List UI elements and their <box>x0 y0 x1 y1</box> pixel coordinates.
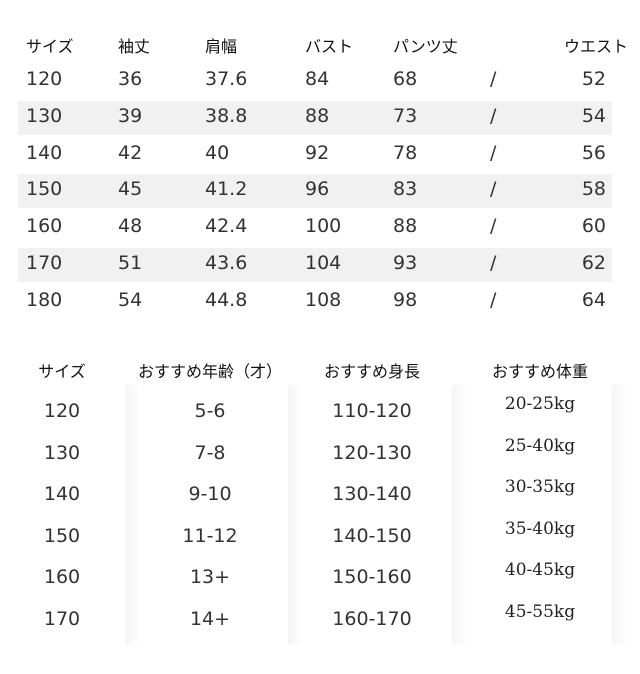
table-cell: / <box>490 141 497 164</box>
row-stripe <box>18 100 612 135</box>
table-cell: 110-120 <box>332 400 412 422</box>
table-cell: 30-35kg <box>504 477 576 497</box>
table-cell: 160-170 <box>332 607 412 630</box>
table-cell: 54 <box>581 104 606 127</box>
column-header: おすすめ年齢（才） <box>137 362 283 381</box>
table-cell: 96 <box>305 178 330 201</box>
table-cell: 120 <box>43 400 81 422</box>
table-cell: 14+ <box>189 607 231 630</box>
column-header: 肩幅 <box>205 37 238 56</box>
table-cell: 78 <box>393 141 418 164</box>
table-cell: 170 <box>26 252 63 274</box>
table-cell: 37.6 <box>205 68 248 90</box>
table-cell: 104 <box>305 252 342 274</box>
table-cell: 140-150 <box>332 524 412 547</box>
column-shade <box>452 385 468 645</box>
table-cell: 88 <box>305 104 330 127</box>
table-cell: 150 <box>43 524 81 547</box>
table-cell: 39 <box>118 104 143 127</box>
table-cell: 44.8 <box>205 288 248 311</box>
table-cell: 64 <box>581 288 606 311</box>
table-cell: 11-12 <box>182 524 238 547</box>
table-cell: 40 <box>205 141 230 164</box>
row-stripe <box>18 174 612 209</box>
column-header: バスト <box>305 37 354 56</box>
table-cell: 130 <box>43 441 81 464</box>
table-cell: 150-160 <box>332 566 412 588</box>
table-cell: 120 <box>26 68 63 90</box>
table-cell: 130 <box>26 104 63 127</box>
column-header: 袖丈 <box>118 37 151 56</box>
table-cell: 42 <box>118 141 143 164</box>
table-cell: 54 <box>118 288 143 311</box>
column-shade <box>288 385 304 645</box>
table-cell: 56 <box>581 141 606 164</box>
table-cell: 170 <box>43 607 81 630</box>
table-cell: 38.8 <box>205 104 248 127</box>
table-cell: / <box>490 288 497 311</box>
column-header: サイズ <box>38 362 86 381</box>
column-header: ウエスト <box>563 37 628 56</box>
table-cell: 68 <box>393 68 418 90</box>
table-cell: 7-8 <box>194 441 226 464</box>
table-cell: 130-140 <box>332 483 412 505</box>
row-stripe <box>18 248 612 282</box>
table-cell: 36 <box>118 68 143 90</box>
table-cell: 160 <box>43 566 81 588</box>
table-cell: / <box>490 68 497 90</box>
table-cell: 40-45kg <box>504 560 576 580</box>
table-cell: 140 <box>43 483 81 505</box>
table-cell: 93 <box>393 252 418 274</box>
table-cell: 5-6 <box>194 400 226 422</box>
table-cell: 180 <box>26 288 63 311</box>
table-cell: 48 <box>118 215 143 238</box>
table-cell: / <box>490 252 497 274</box>
table-cell: 108 <box>305 288 342 311</box>
table-cell: 45 <box>118 178 143 201</box>
table-cell: 43.6 <box>205 252 248 274</box>
table-cell: / <box>490 104 497 127</box>
column-header: おすすめ体重 <box>491 362 589 381</box>
table-cell: 83 <box>393 178 418 201</box>
table-cell: 60 <box>581 215 606 238</box>
column-header: サイズ <box>26 37 74 56</box>
table-cell: 120-130 <box>332 441 412 464</box>
table-cell: 35-40kg <box>504 518 576 539</box>
column-shade <box>612 385 628 645</box>
table-cell: 42.4 <box>205 215 248 238</box>
table-cell: 62 <box>581 252 606 274</box>
table-cell: 51 <box>118 252 143 274</box>
table-cell: 20-25kg <box>504 394 576 414</box>
table-cell: 52 <box>581 68 606 90</box>
table-cell: 25-40kg <box>504 435 576 456</box>
table-cell: 41.2 <box>205 178 248 201</box>
table-cell: 73 <box>393 104 418 127</box>
table-cell: 150 <box>26 178 63 201</box>
table-cell: 88 <box>393 215 418 238</box>
table-cell: 9-10 <box>188 483 232 505</box>
table-cell: / <box>490 178 497 201</box>
column-header: パンツ丈 <box>393 37 458 56</box>
table-cell: 160 <box>26 215 63 238</box>
table-cell: 100 <box>305 215 342 238</box>
table-cell: 13+ <box>189 566 231 588</box>
column-header: おすすめ身長 <box>323 362 421 381</box>
table-cell: 58 <box>581 178 606 201</box>
table-cell: 92 <box>305 141 330 164</box>
table-cell: 140 <box>26 141 63 164</box>
column-shade <box>125 385 141 645</box>
table-cell: 45-55kg <box>504 601 576 622</box>
table-cell: 98 <box>393 288 418 311</box>
table-cell: 84 <box>305 68 330 90</box>
table-cell: / <box>490 215 497 238</box>
